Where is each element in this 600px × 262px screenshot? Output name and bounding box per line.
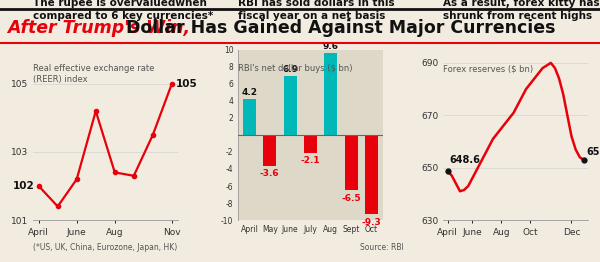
Text: 6.9: 6.9 [282, 65, 298, 74]
Bar [243, 99, 256, 135]
Bar [304, 135, 317, 153]
Text: 105: 105 [176, 79, 197, 89]
Bar [263, 135, 277, 166]
Bar [344, 135, 358, 190]
Text: As a result, forex kitty has
shrunk from recent highs: As a result, forex kitty has shrunk from… [443, 0, 600, 21]
Bar [284, 76, 297, 135]
Text: Forex reserves ($ bn): Forex reserves ($ bn) [443, 64, 533, 73]
Bar [324, 53, 337, 135]
Text: -3.6: -3.6 [260, 169, 280, 178]
Text: -2.1: -2.1 [301, 156, 320, 165]
Text: 4.2: 4.2 [241, 88, 257, 97]
Text: RBI's net dollar buys ($ bn): RBI's net dollar buys ($ bn) [238, 64, 353, 73]
Text: Source: RBI: Source: RBI [360, 243, 404, 252]
Text: Dollar Has Gained Against Major Currencies: Dollar Has Gained Against Major Currenci… [120, 19, 556, 36]
Text: 102: 102 [13, 181, 35, 191]
Text: 652.9: 652.9 [586, 148, 600, 157]
Text: After Trump's Win,: After Trump's Win, [7, 19, 190, 36]
Bar [365, 135, 378, 214]
Text: 648.6: 648.6 [449, 155, 481, 165]
Text: Real effective exchange rate
(REER) index: Real effective exchange rate (REER) inde… [33, 64, 154, 84]
Text: -6.5: -6.5 [341, 194, 361, 203]
Text: The rupee is overvaluedwhen
compared to 6 key currencies*: The rupee is overvaluedwhen compared to … [33, 0, 213, 21]
Text: (*US, UK, China, Eurozone, Japan, HK): (*US, UK, China, Eurozone, Japan, HK) [33, 243, 177, 252]
Text: -9.3: -9.3 [362, 217, 382, 227]
Text: RBI has sold dollars in this
fiscal year on a net basis: RBI has sold dollars in this fiscal year… [238, 0, 395, 21]
Text: 9.6: 9.6 [323, 42, 339, 51]
